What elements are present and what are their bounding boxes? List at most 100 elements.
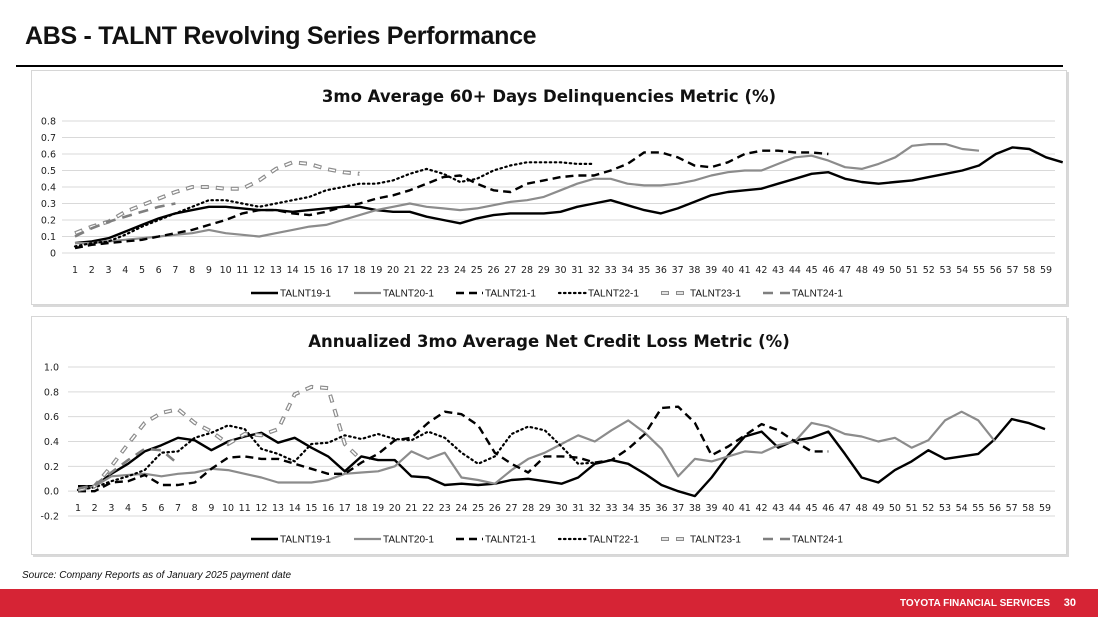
legend-item: TALNT23-1 (661, 535, 741, 546)
x-tick-label: 58 (1022, 503, 1034, 514)
x-tick-label: 9 (208, 503, 214, 514)
x-tick-label: 34 (622, 503, 634, 514)
x-tick-label: 3 (105, 265, 111, 276)
y-tick-label: 0.7 (41, 133, 56, 144)
y-tick-label: 0.2 (44, 462, 59, 473)
x-tick-label: 50 (889, 265, 901, 276)
series-line-talnt23-1-inner (77, 386, 362, 491)
x-tick-label: 45 (806, 265, 818, 276)
x-tick-label: 39 (705, 265, 717, 276)
x-tick-label: 5 (139, 265, 145, 276)
legend-item: TALNT22-1 (557, 289, 639, 300)
x-tick-label: 21 (404, 265, 416, 276)
legend-label: TALNT20-1 (383, 535, 434, 546)
legend-label: TALNT22-1 (588, 535, 639, 546)
x-tick-label: 1 (75, 503, 81, 514)
legend-item: TALNT23-1 (661, 289, 741, 300)
x-tick-label: 44 (789, 265, 801, 276)
x-tick-label: 10 (220, 265, 232, 276)
footer-bar: TOYOTA FINANCIAL SERVICES 30 (0, 589, 1098, 617)
x-tick-label: 44 (789, 503, 801, 514)
y-tick-label: 0.6 (41, 150, 56, 161)
x-tick-label: 34 (621, 265, 633, 276)
x-tick-label: 38 (689, 503, 701, 514)
x-tick-label: 47 (839, 503, 851, 514)
x-tick-label: 38 (688, 265, 700, 276)
x-tick-label: 6 (156, 265, 162, 276)
x-tick-label: 23 (437, 265, 449, 276)
x-tick-label: 16 (320, 265, 332, 276)
x-tick-label: 48 (856, 265, 868, 276)
x-tick-label: 55 (972, 503, 984, 514)
legend-item: TALNT24-1 (763, 535, 843, 546)
x-tick-label: 37 (672, 265, 684, 276)
series-line-talnt24-1 (77, 447, 179, 490)
x-tick-label: 37 (672, 503, 684, 514)
x-tick-label: 3 (108, 503, 114, 514)
x-tick-label: 2 (92, 503, 98, 514)
legend-label: TALNT22-1 (588, 289, 639, 300)
x-tick-label: 27 (505, 503, 517, 514)
net-credit-loss-chart: Annualized 3mo Average Net Credit Loss M… (31, 316, 1067, 555)
y-tick-label: 0.5 (41, 166, 56, 177)
x-tick-label: 2 (89, 265, 95, 276)
x-tick-label: 58 (1023, 265, 1035, 276)
x-tick-label: 42 (755, 265, 767, 276)
series-line-talnt21-1 (78, 405, 829, 493)
footer-brand: TOYOTA FINANCIAL SERVICES (899, 598, 1050, 609)
x-tick-label: 56 (990, 265, 1002, 276)
x-tick-label: 28 (521, 265, 533, 276)
x-tick-label: 12 (253, 265, 265, 276)
legend-item: TALNT22-1 (557, 535, 639, 546)
y-tick-label: 0.2 (41, 216, 56, 227)
x-tick-label: 7 (172, 265, 178, 276)
x-tick-label: 32 (589, 503, 601, 514)
x-tick-label: 14 (289, 503, 301, 514)
x-tick-label: 41 (739, 503, 751, 514)
x-tick-label: 4 (125, 503, 131, 514)
x-tick-label: 43 (772, 503, 784, 514)
x-tick-label: 20 (389, 503, 401, 514)
series-line-talnt23-1-inner (74, 161, 360, 234)
x-tick-label: 20 (387, 265, 399, 276)
x-tick-label: 31 (572, 503, 584, 514)
x-tick-label: 56 (989, 503, 1001, 514)
y-tick-label: 0.1 (41, 232, 56, 243)
series-line-talnt19-1 (74, 146, 1064, 245)
x-tick-label: 8 (192, 503, 198, 514)
net-credit-loss-chart-svg: Annualized 3mo Average Net Credit Loss M… (40, 332, 1055, 546)
legend-item: TALNT24-1 (763, 289, 843, 300)
x-tick-label: 24 (455, 503, 467, 514)
legend-label: TALNT21-1 (485, 289, 536, 300)
legend-item: TALNT20-1 (354, 535, 434, 546)
x-tick-label: 35 (639, 503, 651, 514)
x-tick-label: 49 (872, 503, 884, 514)
legend-item: TALNT19-1 (251, 535, 331, 546)
x-tick-label: 46 (822, 265, 834, 276)
x-tick-label: 6 (158, 503, 164, 514)
legend-label: TALNT19-1 (280, 289, 331, 300)
x-tick-label: 10 (222, 503, 234, 514)
series-line-talnt20-1 (75, 143, 980, 245)
y-tick-label: 0.4 (44, 437, 59, 448)
series-line-talnt22-1 (73, 161, 596, 248)
x-tick-label: 52 (922, 503, 934, 514)
x-tick-label: 45 (806, 503, 818, 514)
y-tick-label: 0 (50, 249, 56, 260)
source-note: Source: Company Reports as of January 20… (22, 570, 292, 581)
title-divider (16, 65, 1063, 67)
x-tick-label: 59 (1040, 265, 1052, 276)
x-tick-label: 26 (489, 503, 501, 514)
x-tick-label: 31 (571, 265, 583, 276)
x-tick-label: 24 (454, 265, 466, 276)
x-tick-label: 22 (422, 503, 434, 514)
x-tick-label: 21 (405, 503, 417, 514)
x-tick-label: 19 (372, 503, 384, 514)
x-tick-label: 13 (272, 503, 284, 514)
legend-label: TALNT20-1 (383, 289, 434, 300)
x-tick-label: 17 (339, 503, 351, 514)
series-line-talnt19-1 (78, 417, 1046, 498)
x-tick-label: 52 (923, 265, 935, 276)
x-tick-label: 51 (906, 503, 918, 514)
x-tick-label: 40 (722, 503, 734, 514)
